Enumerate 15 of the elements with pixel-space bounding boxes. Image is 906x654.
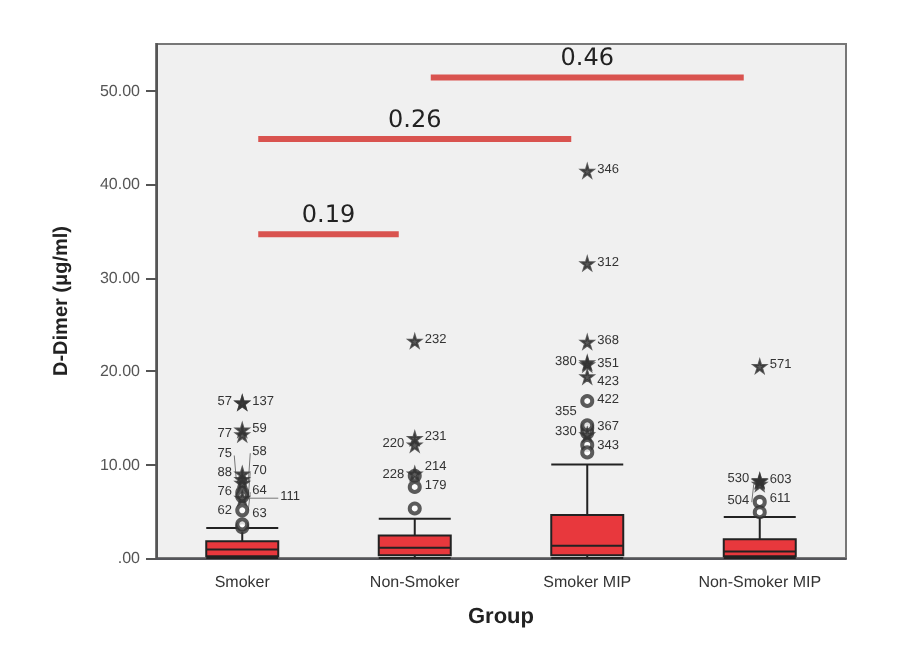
x-tick-label: Smoker (214, 573, 271, 591)
x-tick-label: Smoker MIP (543, 573, 632, 591)
y-tick-label: .00 (117, 549, 142, 567)
x-axis-title: Group (468, 605, 535, 629)
y-tick-label: 40.00 (99, 175, 142, 194)
y-tick-label: 10.00 (99, 455, 142, 474)
y-tick-label: 20.00 (99, 362, 142, 381)
x-tick-label: Non-Smoker (369, 573, 461, 591)
annotation: 0.46 (560, 43, 614, 72)
y-axis-title: D-Dimer (μg/ml) (51, 225, 73, 377)
annotation: 0.26 (388, 105, 442, 134)
y-tick-label: 50.00 (99, 81, 142, 100)
y-tick-label: 30.00 (99, 268, 142, 287)
x-tick-label: Non-Smoker MIP (698, 573, 822, 591)
annotation: 0.19 (301, 200, 356, 229)
